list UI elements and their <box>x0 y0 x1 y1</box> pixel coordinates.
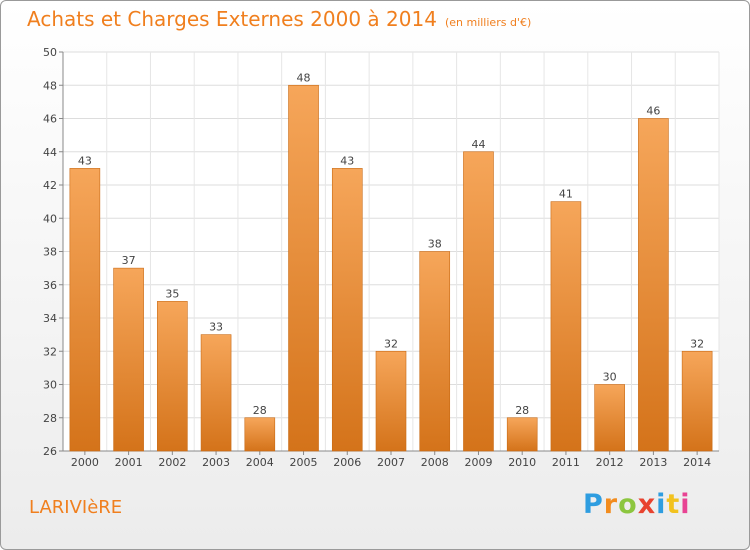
x-tick-label: 2007 <box>377 456 405 469</box>
data-label: 32 <box>690 337 704 350</box>
data-label: 32 <box>384 337 398 350</box>
bar <box>463 151 494 452</box>
y-tick-label: 26 <box>43 445 57 458</box>
logo-letter: x <box>637 489 657 520</box>
bar <box>288 84 319 452</box>
bar <box>200 334 232 452</box>
y-tick-label: 30 <box>43 379 57 392</box>
x-tick-label: 2013 <box>639 456 667 469</box>
x-tick-label: 2001 <box>115 456 143 469</box>
bar <box>157 301 188 452</box>
x-tick-label: 2002 <box>158 456 186 469</box>
logo-letter: i <box>680 489 691 520</box>
data-label: 33 <box>209 321 223 334</box>
data-label: 44 <box>471 138 485 151</box>
x-tick-label: 2010 <box>508 456 536 469</box>
bar <box>638 118 669 452</box>
bars <box>69 84 713 452</box>
x-tick-label: 2005 <box>290 456 318 469</box>
data-label: 28 <box>253 404 267 417</box>
bar <box>113 267 144 452</box>
x-tick-label: 2006 <box>333 456 361 469</box>
x-tick-label: 2000 <box>71 456 99 469</box>
bar <box>506 417 538 452</box>
bar <box>375 350 407 452</box>
y-tick-label: 46 <box>43 113 57 126</box>
y-tick-label: 28 <box>43 412 57 425</box>
data-label: 48 <box>297 71 311 84</box>
logo-letter: r <box>603 489 619 520</box>
y-tick-label: 34 <box>43 312 57 325</box>
bar <box>550 201 582 452</box>
bar <box>69 168 101 452</box>
x-tick-label: 2009 <box>464 456 492 469</box>
logo-letter: i <box>656 489 667 520</box>
chart-title-unit: (en milliers d'€) <box>444 16 532 29</box>
location-label: LARIVIèRE <box>29 497 123 518</box>
logo-letter: t <box>666 489 681 520</box>
bar <box>594 384 625 452</box>
x-tick-label: 2011 <box>552 456 580 469</box>
logo-letter: o <box>618 489 638 520</box>
bar <box>681 350 713 452</box>
data-label: 43 <box>340 154 354 167</box>
data-label: 46 <box>646 105 660 118</box>
y-tick-label: 42 <box>43 179 57 192</box>
y-tick-label: 48 <box>43 79 57 92</box>
chart-title: Achats et Charges Externes 2000 à 2014 (e… <box>27 7 531 31</box>
x-tick-label: 2004 <box>246 456 274 469</box>
data-label: 43 <box>78 154 92 167</box>
y-tick-label: 44 <box>43 146 57 159</box>
data-label: 35 <box>165 287 179 300</box>
data-label: 28 <box>515 404 529 417</box>
proxiti-logo: Proxiti <box>583 489 691 520</box>
data-label: 30 <box>603 371 617 384</box>
y-tick-label: 50 <box>43 46 57 59</box>
x-tick-label: 2008 <box>421 456 449 469</box>
y-tick-label: 38 <box>43 246 57 259</box>
bar <box>419 251 451 452</box>
logo-letter: P <box>583 489 604 520</box>
data-label: 38 <box>428 238 442 251</box>
y-tick-label: 36 <box>43 279 57 292</box>
x-tick-label: 2014 <box>683 456 711 469</box>
bar <box>331 168 363 452</box>
data-label: 41 <box>559 188 573 201</box>
data-label: 37 <box>122 254 136 267</box>
x-tick-label: 2012 <box>596 456 624 469</box>
bar <box>244 417 276 452</box>
data-labels: 43 37 35 33 28 48 43 32 38 44 28 41 30 46 32 <box>78 71 704 417</box>
chart-title-main: Achats et Charges Externes 2000 à 2014 <box>27 7 437 31</box>
y-tick-label: 32 <box>43 345 57 358</box>
y-tick-label: 40 <box>43 212 57 225</box>
x-tick-label: 2003 <box>202 456 230 469</box>
